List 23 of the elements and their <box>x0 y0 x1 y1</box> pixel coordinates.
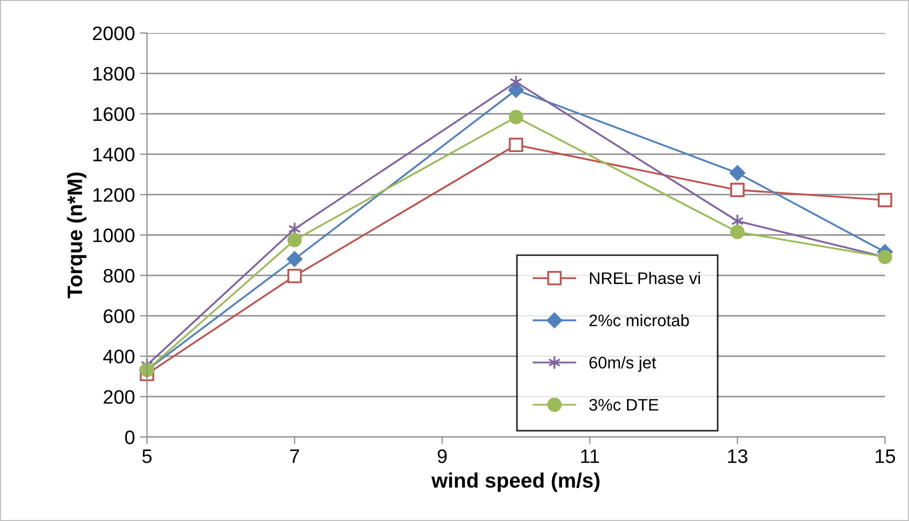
x-axis-title: wind speed (m/s) <box>431 472 600 492</box>
y-tick-label: 1200 <box>93 188 134 202</box>
x-tick-label: 5 <box>142 450 152 464</box>
y-tick-label: 0 <box>125 430 134 444</box>
y-tick-label: 200 <box>104 390 134 404</box>
x-tick-label: 13 <box>728 449 748 464</box>
legend-label: NREL Phase vi <box>590 272 700 284</box>
legend-label: 60m/s jet <box>589 356 656 372</box>
x-tick-label: 11 <box>581 450 599 463</box>
y-tick-label: 1000 <box>93 228 134 242</box>
legend-label: 2%c microtab <box>589 314 689 326</box>
y-tick-label: 1800 <box>93 66 134 81</box>
legend-label: 3%c DTE <box>589 398 658 411</box>
y-tick-label: 2000 <box>92 26 134 40</box>
y-tick-label: 1400 <box>93 148 134 162</box>
x-tick-label: 15 <box>876 450 895 464</box>
y-tick-label: 600 <box>104 309 134 324</box>
y-axis-title: Torque (n*M) <box>66 172 86 298</box>
y-tick-label: 1600 <box>93 107 134 122</box>
y-tick-label: 800 <box>104 268 134 283</box>
x-tick-label: 7 <box>290 450 300 463</box>
x-tick-label: 9 <box>438 449 447 464</box>
y-tick-label: 400 <box>103 350 134 364</box>
